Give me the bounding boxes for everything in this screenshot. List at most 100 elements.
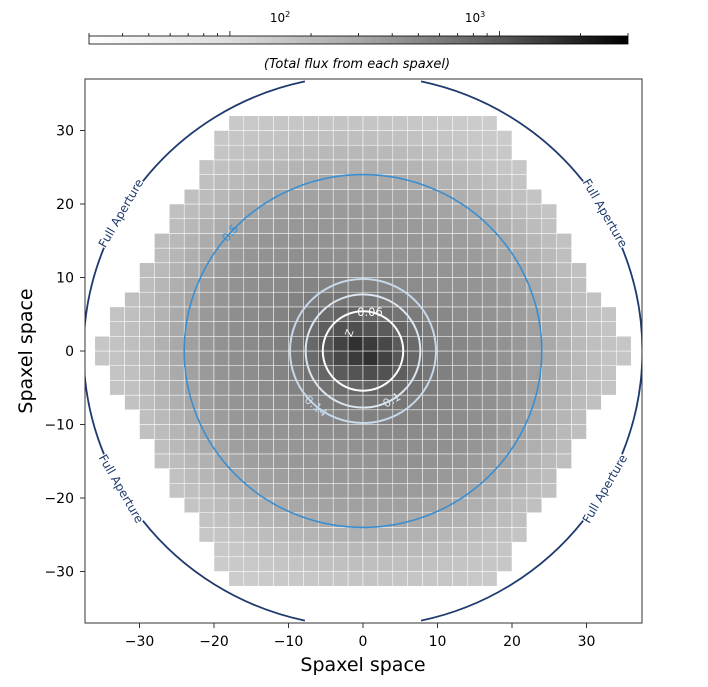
spaxel <box>511 203 528 219</box>
spaxel <box>437 571 453 587</box>
spaxel <box>556 247 572 264</box>
spaxel <box>452 512 468 528</box>
spaxel <box>377 453 394 469</box>
spaxel <box>496 541 513 558</box>
spaxel <box>288 541 304 558</box>
spaxel <box>288 247 304 264</box>
spaxel <box>273 218 289 234</box>
spaxel <box>377 321 394 337</box>
spaxel <box>452 556 468 572</box>
spaxel <box>258 277 274 293</box>
spaxel <box>109 380 125 396</box>
aperture-contour <box>321 310 405 392</box>
spaxel <box>243 571 259 587</box>
spaxel <box>258 571 274 587</box>
spaxel <box>437 218 453 234</box>
spaxel <box>526 468 543 484</box>
spaxel <box>377 144 394 161</box>
spaxel <box>541 394 557 411</box>
spaxel <box>124 350 140 366</box>
spaxel <box>273 512 289 528</box>
spaxel <box>392 497 408 513</box>
spaxel <box>318 438 334 455</box>
spaxel <box>377 233 394 249</box>
spaxel <box>422 130 438 146</box>
spaxel <box>511 453 528 469</box>
spaxel <box>467 159 483 175</box>
spaxel <box>94 336 110 352</box>
spaxel <box>571 409 587 425</box>
spaxel <box>467 247 483 264</box>
x-tick-label: −20 <box>199 634 229 650</box>
y-tick-label: 30 <box>56 124 74 140</box>
spaxel <box>467 336 483 352</box>
spaxel <box>288 424 304 440</box>
spaxel <box>228 203 245 219</box>
spaxel <box>228 115 245 131</box>
spaxel <box>258 218 274 234</box>
spaxel <box>124 306 140 322</box>
spaxel <box>243 527 259 543</box>
spaxel <box>288 527 304 543</box>
spaxel <box>511 233 528 249</box>
spaxel <box>377 541 394 558</box>
y-tick-label: −10 <box>44 418 74 434</box>
spaxel <box>273 409 289 425</box>
spaxel <box>571 424 587 440</box>
spaxel <box>332 218 349 234</box>
spaxel <box>169 438 185 455</box>
spaxel <box>213 409 230 425</box>
spaxel <box>496 336 513 352</box>
spaxel <box>243 336 259 352</box>
spaxel <box>258 556 274 572</box>
spaxel <box>556 336 572 352</box>
spaxel <box>496 350 513 366</box>
spaxel <box>437 527 453 543</box>
spaxel <box>258 365 274 381</box>
spaxel <box>407 453 423 469</box>
spaxel <box>347 218 364 234</box>
spaxel <box>407 497 423 513</box>
spaxel <box>288 571 304 587</box>
spaxel <box>511 350 528 366</box>
spaxel <box>347 115 364 131</box>
spaxel <box>437 203 453 219</box>
spaxel <box>481 409 498 425</box>
spaxel <box>377 130 394 146</box>
spaxel <box>481 556 498 572</box>
spaxel <box>318 541 334 558</box>
spaxel <box>481 174 498 190</box>
spaxel <box>303 541 319 558</box>
spaxel <box>511 159 528 175</box>
spaxel <box>228 306 245 322</box>
spaxel <box>347 438 364 455</box>
spaxel <box>198 203 215 219</box>
spaxel <box>288 453 304 469</box>
spaxel <box>452 130 468 146</box>
spaxel <box>452 144 468 161</box>
spaxel <box>362 159 379 175</box>
spaxel <box>362 218 379 234</box>
spaxel <box>213 556 230 572</box>
spaxel <box>258 438 274 455</box>
spaxel <box>392 233 408 249</box>
spaxel <box>407 130 423 146</box>
spaxel <box>288 262 304 278</box>
spaxel <box>139 262 155 278</box>
spaxel <box>467 468 483 484</box>
spaxel <box>347 571 364 587</box>
spaxel <box>601 306 617 322</box>
aperture-contour <box>304 293 422 409</box>
spaxel <box>213 365 230 381</box>
spaxel <box>392 556 408 572</box>
spaxel <box>392 483 408 499</box>
colorbar-tick-label-2: 103 <box>465 10 485 25</box>
spaxel <box>496 291 513 308</box>
spaxel <box>496 277 513 293</box>
spaxel <box>392 571 408 587</box>
spaxel <box>332 424 349 440</box>
spaxel <box>422 394 438 411</box>
spaxel <box>213 189 230 205</box>
spaxel <box>452 571 468 587</box>
spaxel <box>243 130 259 146</box>
